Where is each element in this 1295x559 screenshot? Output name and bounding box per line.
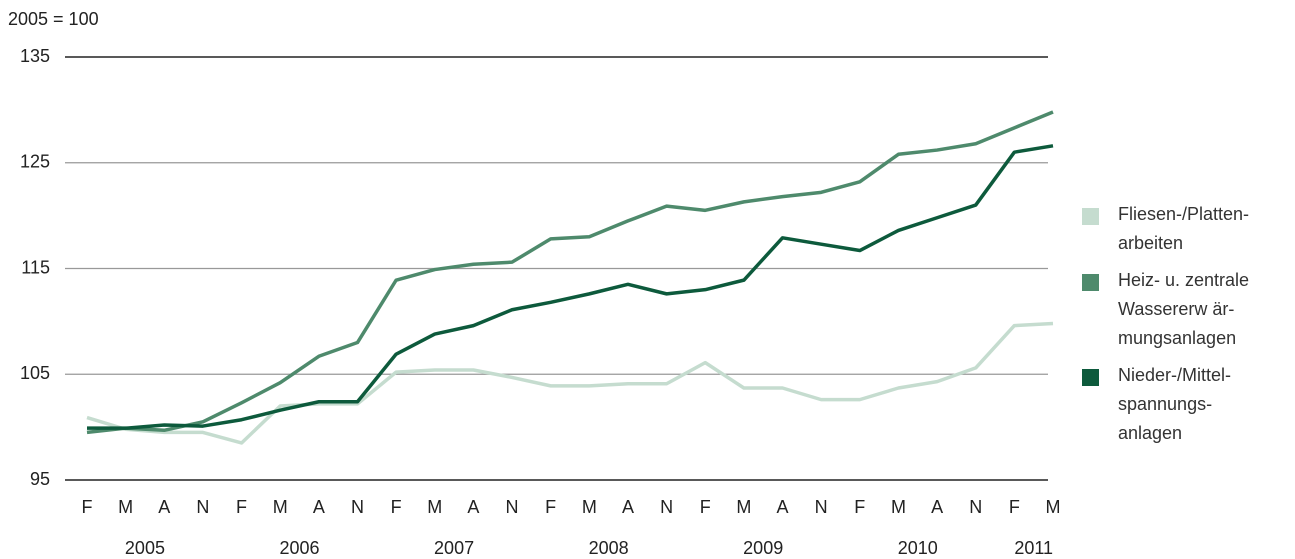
legend-label: Fliesen-/Platten- arbeiten xyxy=(1118,204,1250,253)
x-tick-label: F xyxy=(391,497,402,517)
x-tick-label: M xyxy=(736,497,751,517)
x-tick-label: A xyxy=(622,497,634,517)
y-tick-label: 135 xyxy=(20,46,50,66)
year-label: 2007 xyxy=(434,538,474,558)
x-tick-label: F xyxy=(82,497,93,517)
year-label: 2006 xyxy=(279,538,319,558)
x-tick-label: A xyxy=(931,497,943,517)
series-line xyxy=(87,144,1054,430)
x-tick-label: F xyxy=(236,497,247,517)
legend-swatch xyxy=(1082,369,1099,386)
x-tick-label: A xyxy=(467,497,479,517)
x-tick-label: F xyxy=(700,497,711,517)
x-tick-label: F xyxy=(854,497,865,517)
series-line xyxy=(86,321,1054,445)
year-label: 2005 xyxy=(125,538,165,558)
y-tick-label: 95 xyxy=(30,469,50,489)
y-tick-label: 105 xyxy=(20,363,50,383)
legend-swatch xyxy=(1082,208,1099,225)
legend: Fliesen-/Platten- arbeiten Heiz- u. zentr… xyxy=(1082,200,1282,456)
legend-swatch xyxy=(1082,274,1099,291)
x-tick-label: F xyxy=(545,497,556,517)
legend-item: Fliesen-/Platten- arbeiten xyxy=(1082,200,1282,258)
legend-label: Nieder-/Mittel- spannungs- anlagen xyxy=(1118,365,1232,443)
y-tick-label: 115 xyxy=(21,257,50,277)
x-tick-label: A xyxy=(158,497,170,517)
x-tick-label: M xyxy=(891,497,906,517)
year-label: 2009 xyxy=(743,538,783,558)
series-line xyxy=(86,110,1054,435)
year-label: 2008 xyxy=(589,538,629,558)
legend-item: Nieder-/Mittel- spannungs- anlagen xyxy=(1082,361,1282,448)
x-tick-label: M xyxy=(273,497,288,517)
x-tick-label: N xyxy=(506,497,519,517)
x-tick-label: M xyxy=(118,497,133,517)
x-tick-label: A xyxy=(777,497,789,517)
x-tick-label: N xyxy=(196,497,209,517)
x-tick-label: M xyxy=(1046,497,1061,517)
year-label: 2010 xyxy=(898,538,938,558)
x-tick-label: N xyxy=(969,497,982,517)
x-tick-label: F xyxy=(1009,497,1020,517)
legend-item: Heiz- u. zentrale Wassererw är- mungsanl… xyxy=(1082,266,1282,353)
x-tick-label: M xyxy=(427,497,442,517)
x-tick-label: N xyxy=(815,497,828,517)
chart-title: 2005 = 100 xyxy=(8,9,99,29)
x-tick-label: N xyxy=(660,497,673,517)
legend-label: Heiz- u. zentrale Wassererw är- mungsanl… xyxy=(1118,270,1250,348)
x-tick-label: A xyxy=(313,497,325,517)
x-tick-label: N xyxy=(351,497,364,517)
y-tick-label: 125 xyxy=(20,152,50,172)
x-tick-label: M xyxy=(582,497,597,517)
year-label: 2011 xyxy=(1014,538,1053,558)
